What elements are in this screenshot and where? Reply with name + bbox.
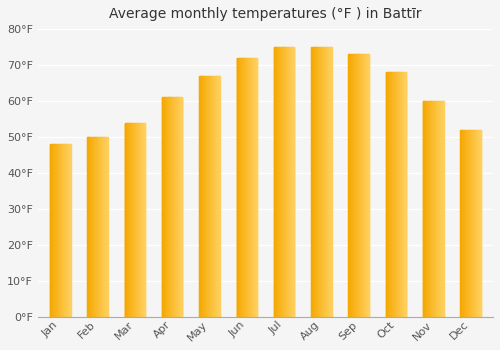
Title: Average monthly temperatures (°F ) in Battīr: Average monthly temperatures (°F ) in Ba… bbox=[109, 7, 422, 21]
